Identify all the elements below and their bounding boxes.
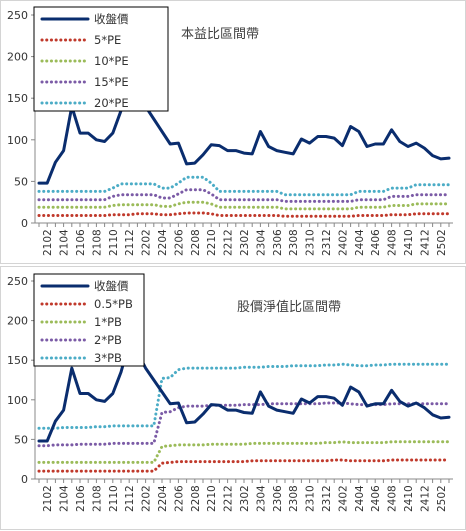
y-tick-label: 150: [7, 354, 28, 367]
y-tick-label: 100: [7, 394, 28, 407]
y-tick-label: 200: [7, 51, 28, 64]
x-tick-label: 2204: [157, 229, 169, 256]
chart-title: 本益比區間帶: [181, 27, 259, 42]
x-tick-label: 2302: [239, 485, 251, 512]
x-tick-label: 2406: [370, 485, 382, 512]
x-tick-label: 2304: [255, 229, 267, 256]
x-tick-label: 2402: [337, 229, 349, 256]
series-line-3: [37, 188, 451, 203]
y-tick-label: 100: [7, 134, 28, 147]
series-line-0: [37, 341, 451, 443]
series-line-2: [37, 440, 451, 464]
x-tick-label: 2206: [173, 229, 185, 256]
y-tick-label: 250: [7, 9, 28, 22]
x-tick-label: 2210: [206, 229, 218, 256]
x-tick-label: 2106: [75, 229, 87, 256]
y-tick-label: 50: [14, 175, 28, 188]
legend-label: 10*PE: [94, 54, 129, 68]
x-tick-label: 2104: [59, 485, 71, 512]
legend-label: 3*PB: [94, 351, 122, 365]
x-tick-label: 2212: [223, 229, 235, 256]
x-tick-label: 2402: [337, 485, 349, 512]
series-line-2: [37, 200, 451, 211]
x-tick-label: 2408: [387, 229, 399, 256]
x-tick-label: 2408: [387, 485, 399, 512]
x-tick-label: 2302: [239, 229, 251, 256]
x-tick-label: 2204: [157, 485, 169, 512]
x-tick-label: 2208: [190, 229, 202, 256]
pe-band-chart-panel: 0 50 100 150 200 250 2102 2104 2106 2108 2110 2112 2…: [0, 0, 466, 264]
legend-label: 2*PB: [94, 333, 122, 347]
y-tick-label: 0: [21, 473, 28, 486]
x-tick-label: 2106: [75, 485, 87, 512]
x-tick-label: 2310: [305, 229, 317, 256]
legend-label: 收盤價: [94, 12, 129, 26]
x-tick-label: 2210: [206, 485, 218, 512]
y-tick-label: 0: [21, 217, 28, 230]
y-tick-label: 250: [7, 275, 28, 288]
pb-band-chart-panel: 0 50 100 150 200 250 2102 2104 2106 2108 2110 2112 2…: [0, 266, 466, 530]
legend-label: 0.5*PB: [94, 297, 133, 311]
series-line-0: [37, 78, 451, 185]
x-tick-label: 2412: [419, 229, 431, 256]
x-tick-label: 2312: [321, 229, 333, 256]
x-tick-label: 2304: [255, 485, 267, 512]
legend-label: 20*PE: [94, 96, 129, 110]
series-line-4: [37, 362, 451, 430]
x-tick-label: 2104: [59, 229, 71, 256]
x-tick-label: 2212: [223, 485, 235, 512]
x-tick-label: 2112: [124, 229, 136, 256]
x-tick-label: 2208: [190, 485, 202, 512]
series-line-1: [37, 211, 451, 218]
y-tick-label: 150: [7, 92, 28, 105]
x-tick-label: 2308: [288, 485, 300, 512]
x-tick-label: 2110: [108, 485, 120, 512]
pb-band-chart: 0 50 100 150 200 250 2102 2104 2106 2108 2110 2112 2…: [7, 273, 453, 512]
x-tick-label: 2410: [403, 485, 415, 512]
x-tick-label: 2404: [354, 229, 366, 256]
x-tick-label: 2306: [272, 485, 284, 512]
series-line-3: [37, 401, 451, 448]
x-tick-label: 2502: [436, 485, 448, 512]
x-tick-label: 2404: [354, 485, 366, 512]
legend-label: 15*PE: [94, 75, 129, 89]
y-tick-label: 200: [7, 315, 28, 328]
x-tick-label: 2310: [305, 485, 317, 512]
x-tick-label: 2108: [91, 485, 103, 512]
x-tick-label: 2502: [436, 229, 448, 256]
x-tick-label: 2102: [42, 485, 54, 512]
x-tick-label: 2410: [403, 229, 415, 256]
x-tick-label: 2110: [108, 229, 120, 256]
y-tick-label: 50: [14, 433, 28, 446]
x-tick-label: 2312: [321, 485, 333, 512]
x-tick-label: 2108: [91, 229, 103, 256]
x-tick-label: 2112: [124, 485, 136, 512]
x-tick-label: 2406: [370, 229, 382, 256]
legend-box: [33, 273, 145, 367]
x-tick-label: 2202: [141, 485, 153, 512]
x-tick-label: 2412: [419, 485, 431, 512]
x-tick-label: 2202: [141, 229, 153, 256]
x-tick-label: 2102: [42, 229, 54, 256]
chart-title: 股價淨值比區間帶: [237, 299, 341, 315]
series-line-1: [37, 458, 451, 473]
pe-band-chart: 0 50 100 150 200 250 2102 2104 2106 2108 2110 2112 2…: [7, 6, 453, 256]
legend-label: 收盤價: [94, 279, 129, 293]
legend-label: 5*PE: [94, 33, 121, 47]
x-tick-label: 2308: [288, 229, 300, 256]
series-line-4: [37, 175, 451, 197]
legend-label: 1*PB: [94, 315, 122, 329]
x-tick-label: 2306: [272, 229, 284, 256]
legend-box: [33, 6, 169, 112]
x-tick-label: 2206: [173, 485, 185, 512]
